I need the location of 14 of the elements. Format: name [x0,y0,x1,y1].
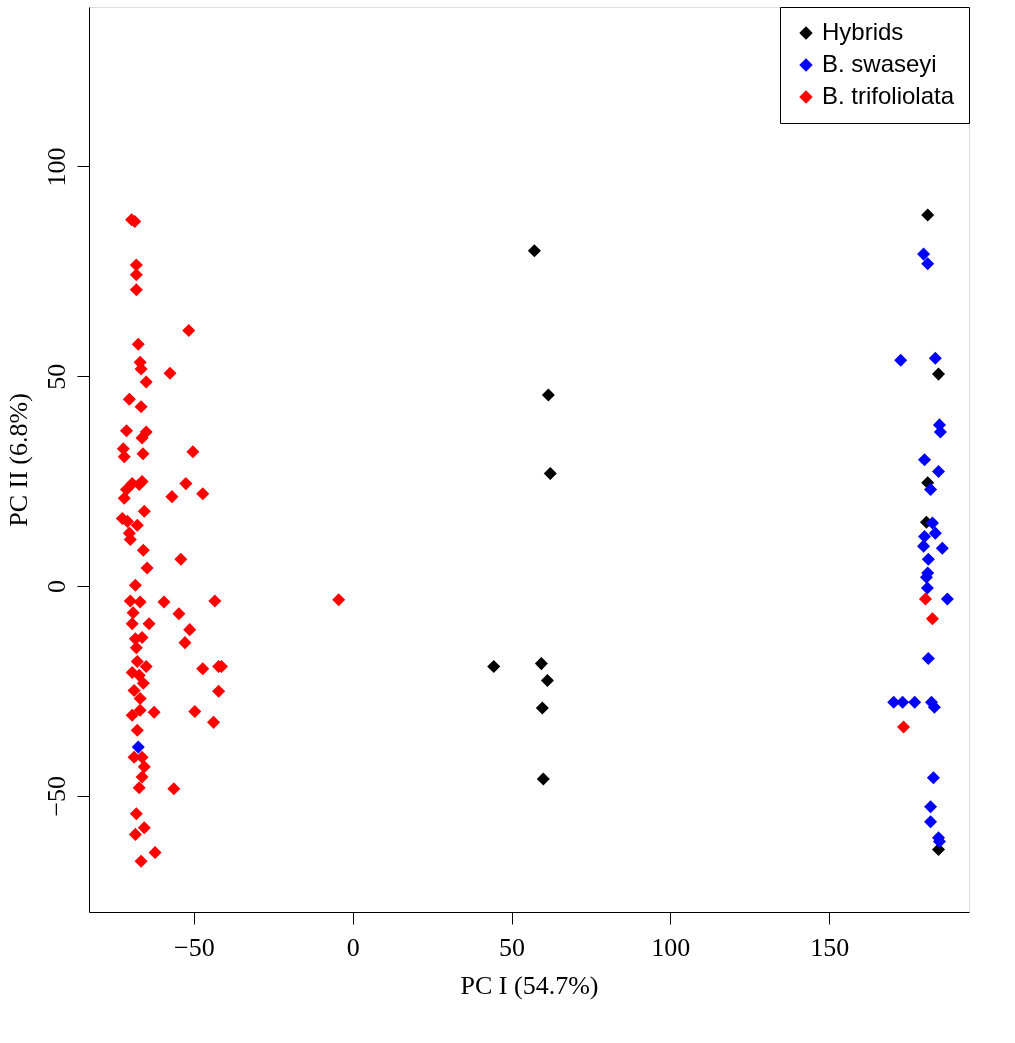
x-axis-title: PC I (54.7%) [460,970,599,1000]
x-tick-label: 0 [346,932,360,962]
legend-label: B. swaseyi [822,50,937,77]
x-tick-label: 100 [651,932,691,962]
y-tick-label: 0 [41,580,71,593]
legend-label: B. trifoliolata [822,82,955,109]
x-tick-label: 50 [499,932,526,962]
x-tick-label: 150 [810,932,850,962]
y-axis-title: PC II (6.8%) [3,393,33,527]
y-tick-label: −50 [41,775,71,817]
y-tick-label: 50 [41,363,71,390]
x-tick-label: −50 [174,932,215,962]
legend-label: Hybrids [822,18,904,45]
y-tick-label: 100 [41,147,71,187]
